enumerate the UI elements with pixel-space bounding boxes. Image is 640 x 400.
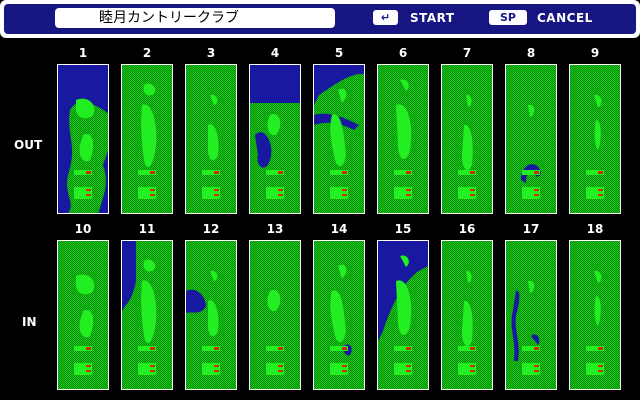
hole-2-map[interactable] — [121, 64, 173, 214]
hole-layout-icon — [58, 65, 108, 213]
hole-layout-icon — [314, 65, 364, 199]
hole-number: 10 — [74, 222, 92, 236]
hole-6-map[interactable] — [377, 64, 429, 214]
row-label-out: OUT — [14, 138, 43, 152]
hole-1-map[interactable] — [57, 64, 109, 214]
hole-16-map[interactable] — [441, 240, 493, 390]
hole-layout-icon — [511, 280, 540, 375]
hole-layout-icon — [122, 241, 157, 375]
hole-4-map[interactable] — [249, 64, 301, 214]
hole-layout-icon — [521, 104, 541, 199]
hole-11-map[interactable] — [121, 240, 173, 390]
hole-layout-icon — [378, 241, 428, 375]
course-name: 睦月カントリークラブ — [55, 8, 335, 28]
hole-number: 14 — [330, 222, 348, 236]
hole-number: 5 — [334, 46, 344, 60]
hole-layout-icon — [458, 270, 476, 375]
hole-number: 6 — [398, 46, 408, 60]
hole-layout-icon — [186, 270, 220, 375]
hole-number: 7 — [462, 46, 472, 60]
hole-number: 9 — [590, 46, 600, 60]
hole-18-map[interactable] — [569, 240, 621, 390]
hole-layout-icon — [330, 264, 352, 375]
hole-7-map[interactable] — [441, 64, 493, 214]
space-key-icon[interactable]: SP — [489, 10, 527, 25]
cancel-button[interactable]: CANCEL — [537, 11, 593, 25]
hole-number: 18 — [586, 222, 604, 236]
hole-17-map[interactable] — [505, 240, 557, 390]
hole-layout-icon — [74, 274, 95, 375]
hole-14-map[interactable] — [313, 240, 365, 390]
hole-3-map[interactable] — [185, 64, 237, 214]
hole-number: 12 — [202, 222, 220, 236]
hole-number: 1 — [78, 46, 88, 60]
hole-number: 2 — [142, 46, 152, 60]
hole-5-map[interactable] — [313, 64, 365, 214]
hole-12-map[interactable] — [185, 240, 237, 390]
hole-number: 3 — [206, 46, 216, 60]
hole-number: 16 — [458, 222, 476, 236]
hole-number: 4 — [270, 46, 280, 60]
hole-10-map[interactable] — [57, 240, 109, 390]
hole-number: 15 — [394, 222, 412, 236]
hole-13-map[interactable] — [249, 240, 301, 390]
hole-8-map[interactable] — [505, 64, 557, 214]
enter-key-icon[interactable]: ↵ — [373, 10, 398, 25]
hole-layout-icon — [250, 65, 300, 199]
hole-layout-icon — [586, 270, 604, 375]
hole-number: 13 — [266, 222, 284, 236]
hole-number: 8 — [526, 46, 536, 60]
hole-15-map[interactable] — [377, 240, 429, 390]
hole-number: 17 — [522, 222, 540, 236]
start-button[interactable]: START — [410, 11, 455, 25]
hole-layout-icon — [266, 290, 284, 375]
hole-layout-icon — [586, 94, 604, 199]
hole-layout-icon — [458, 94, 476, 199]
hole-layout-icon — [138, 83, 157, 199]
hole-number: 11 — [138, 222, 156, 236]
hole-9-map[interactable] — [569, 64, 621, 214]
hole-layout-icon — [394, 79, 412, 199]
hole-layout-icon — [202, 94, 220, 199]
row-label-in: IN — [22, 315, 37, 329]
